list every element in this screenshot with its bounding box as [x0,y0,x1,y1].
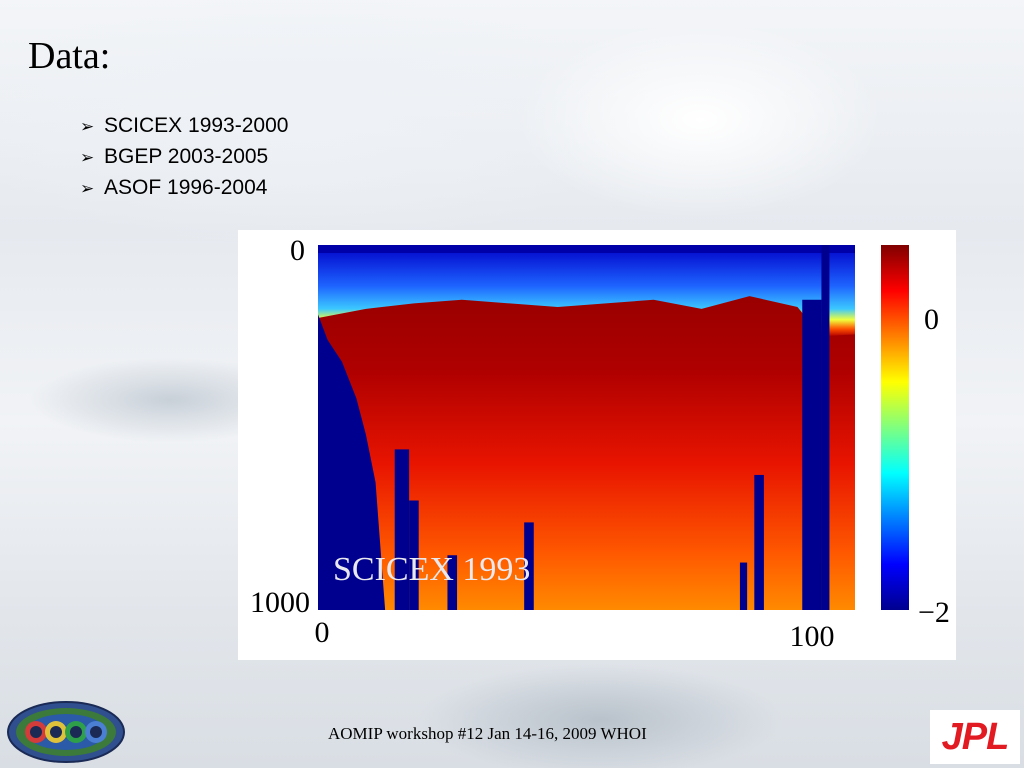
y-tick-label-top: 0 [290,234,305,267]
bullet-text: ASOF 1996-2004 [104,176,268,199]
heatmap-chart: SCICEX 1993 0 1000 0 100 0 −2 [250,234,950,653]
cold-stripe [802,299,822,610]
bullet-list: ➢ SCICEX 1993-2000 ➢ BGEP 2003-2005 ➢ ASOF … [80,110,288,203]
jpl-logo: JPL [930,710,1020,764]
temperature-section-figure: SCICEX 1993 0 1000 0 100 0 −2 [238,230,956,660]
cold-stripe [754,474,764,610]
bullet-text: SCICEX 1993-2000 [104,114,289,137]
surface-cold-layer [318,245,855,337]
cold-stripe [524,522,534,610]
deep-cold-region [318,314,386,610]
bullet-item-asof: ➢ ASOF 1996-2004 [80,172,288,203]
chart-title: SCICEX 1993 [333,551,530,588]
colorbar-tick-label-zero: 0 [924,303,939,336]
cold-stripe [409,500,419,610]
cold-stripe [447,555,458,610]
slide-title: Data: [28,35,111,77]
ecco-logo [7,701,125,763]
cold-stripe [739,562,748,610]
x-tick-label-right: 100 [790,620,835,653]
y-tick-label-bottom: 1000 [250,586,310,619]
colorbar-tick-label-min: −2 [918,596,950,629]
arrow-bullet-icon: ➢ [80,117,95,136]
surface-strip [318,245,855,253]
bullet-item-scicex: ➢ SCICEX 1993-2000 [80,110,288,141]
cold-stripe [394,449,410,610]
bullet-text: BGEP 2003-2005 [104,145,269,168]
x-tick-label-left: 0 [315,616,330,649]
cold-stripe [821,245,830,610]
arrow-bullet-icon: ➢ [80,179,95,198]
heatmap-plot-area [318,245,855,610]
arrow-bullet-icon: ➢ [80,148,95,167]
jpl-logo-wordmark: JPL [941,715,1010,758]
bullet-item-bgep: ➢ BGEP 2003-2005 [80,141,288,172]
colorbar [881,245,909,610]
footer-text: AOMIP workshop #12 Jan 14-16, 2009 WHOI [328,724,647,743]
